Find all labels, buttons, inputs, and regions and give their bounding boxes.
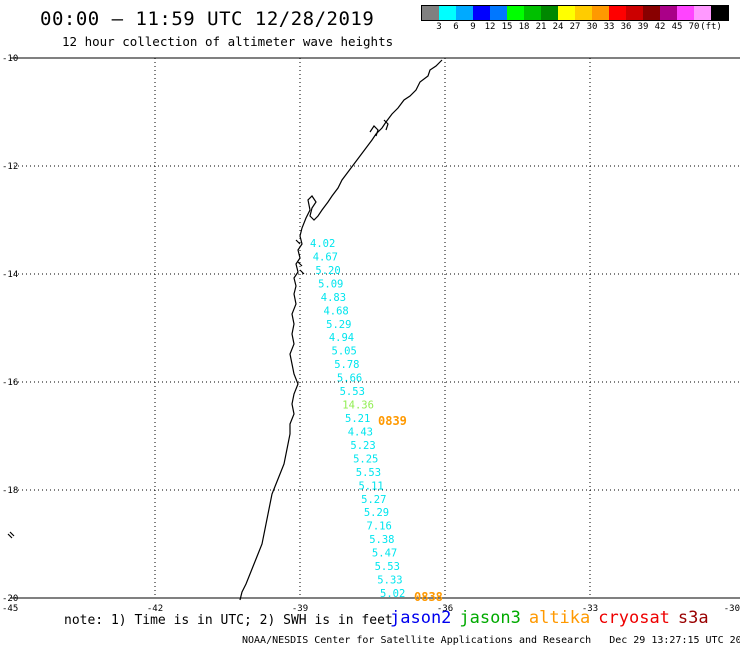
wave-height-value: 5.53 <box>375 561 400 573</box>
scale-label: 30 <box>586 22 598 32</box>
wave-height-value: 5.47 <box>372 548 397 560</box>
lat-label: -18 <box>2 486 18 496</box>
wave-height-value: 5.27 <box>361 494 386 506</box>
scale-label: 18 <box>518 22 530 32</box>
scale-swatch <box>643 6 660 20</box>
scale-label: 6 <box>453 22 459 32</box>
wave-height-value: 5.11 <box>358 480 383 492</box>
scale-label: 12 <box>484 22 496 32</box>
wave-height-value: 5.20 <box>315 265 340 277</box>
wave-height-value: 5.38 <box>369 534 394 546</box>
wave-height-value: 4.68 <box>323 305 348 317</box>
coastline <box>239 59 443 601</box>
satellite-legend-jason2: jason2 <box>390 608 452 628</box>
lat-label: -10 <box>2 54 18 64</box>
wave-height-value: 5.78 <box>334 359 359 371</box>
scale-swatch <box>694 6 711 20</box>
scale-swatch <box>558 6 575 20</box>
wave-height-value: 5.09 <box>318 278 343 290</box>
scale-swatch <box>524 6 541 20</box>
footer-note: note: 1) Time is in UTC; 2) SWH is in fe… <box>64 613 393 628</box>
lon-label: -33 <box>582 604 598 614</box>
satellite-legend-cryosat: cryosat <box>598 608 670 628</box>
scale-label: 24 <box>552 22 564 32</box>
scale-label: 36 <box>620 22 632 32</box>
pass-time-label: 0838 <box>414 590 443 604</box>
wave-height-value: 5.02 <box>380 588 405 600</box>
lon-label: -42 <box>147 604 163 614</box>
lon-label: -39 <box>292 604 308 614</box>
wave-height-value: 5.53 <box>340 386 365 398</box>
scale-swatch <box>541 6 558 20</box>
lat-label: -20 <box>2 594 18 604</box>
footer-credit: NOAA/NESDIS Center for Satellite Applica… <box>242 635 740 646</box>
scale-label: 9 <box>470 22 476 32</box>
lat-label: -12 <box>2 162 18 172</box>
satellite-legend-altika: altika <box>528 608 591 628</box>
scale-label: 3 <box>436 22 442 32</box>
lon-label: -36 <box>437 604 453 614</box>
scale-swatch <box>592 6 609 20</box>
scale-label: 21 <box>535 22 547 32</box>
wave-height-value: 4.02 <box>310 238 335 250</box>
credit-text: NOAA/NESDIS Center for Satellite Applica… <box>242 635 592 646</box>
wave-height-value: 5.05 <box>332 346 357 358</box>
lat-label: -14 <box>2 270 18 280</box>
scale-swatch <box>677 6 694 20</box>
pass-time-label: 0839 <box>378 414 407 428</box>
scale-label: 15 <box>501 22 513 32</box>
wave-height-color-scale <box>421 5 729 21</box>
scale-swatch <box>490 6 507 20</box>
scale-swatch <box>660 6 677 20</box>
scale-swatch <box>711 6 728 20</box>
scale-label: 42 <box>654 22 666 32</box>
scale-swatch <box>626 6 643 20</box>
map-subtitle: 12 hour collection of altimeter wave hei… <box>62 34 394 49</box>
scale-swatch <box>456 6 473 20</box>
wave-height-value: 5.53 <box>356 467 381 479</box>
scale-label: 27 <box>569 22 581 32</box>
wave-height-observations: 4.024.675.205.094.834.685.294.945.055.78… <box>310 238 405 600</box>
wave-height-value: 4.94 <box>329 332 354 344</box>
scale-label: 70 <box>688 22 700 32</box>
scale-swatch <box>575 6 592 20</box>
wave-height-scale-labels: 3 6 9 12 15 18 21 24 27 30 33 36 39 42 45 70 (ft) <box>421 22 740 34</box>
scale-label: (ft) <box>700 22 722 32</box>
generated-timestamp: Dec 29 13:27:15 UTC 2019 <box>609 635 740 646</box>
wave-height-value: 4.83 <box>321 292 346 304</box>
scale-label: 33 <box>603 22 615 32</box>
scale-swatch <box>507 6 524 20</box>
wave-height-value: 5.21 <box>345 413 370 425</box>
pass-time-labels: 0839 0838 <box>378 414 443 604</box>
wave-height-value: 5.33 <box>377 575 402 587</box>
wave-height-value: 5.25 <box>353 453 378 465</box>
wave-height-value: 5.23 <box>350 440 375 452</box>
wave-height-value: 4.43 <box>348 426 373 438</box>
scale-swatch <box>439 6 456 20</box>
satellite-legend: jason2 jason3 altika cryosat s3a <box>390 608 717 628</box>
wave-height-value: 14.36 <box>342 400 374 412</box>
wave-height-value: 5.29 <box>364 507 389 519</box>
wave-height-value: 5.29 <box>326 319 351 331</box>
satellite-legend-jason3: jason3 <box>459 608 521 628</box>
wave-height-value: 7.16 <box>367 521 392 533</box>
wave-height-value: 5.66 <box>337 373 362 385</box>
scale-label: 45 <box>671 22 683 32</box>
latitude-labels: -10 -12 -14 -16 -18 -20 <box>2 54 18 604</box>
lon-label: -45 <box>2 604 18 614</box>
coastline-islands <box>7 119 389 539</box>
map-title: 00:00 – 11:59 UTC 12/28/2019 <box>40 8 375 30</box>
lat-lon-grid <box>10 58 740 598</box>
satellite-legend-s3a: s3a <box>677 608 709 628</box>
lat-label: -16 <box>2 378 18 388</box>
longitude-labels: -45 -42 -39 -36 -33 -30 <box>2 604 740 614</box>
scale-swatch <box>473 6 490 20</box>
scale-swatch <box>609 6 626 20</box>
wave-height-value: 4.67 <box>313 251 338 263</box>
scale-swatch <box>422 6 439 20</box>
scale-label: 39 <box>637 22 649 32</box>
lon-label: -30 <box>724 604 740 614</box>
